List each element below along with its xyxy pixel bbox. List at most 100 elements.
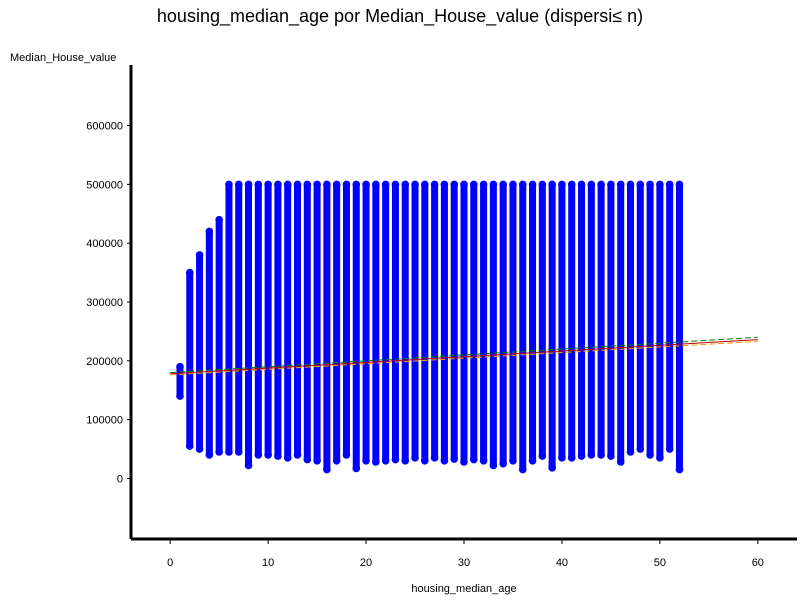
data-point xyxy=(274,180,282,189)
data-point xyxy=(656,454,664,462)
x-tick-label: 50 xyxy=(654,557,666,569)
data-point xyxy=(489,461,498,470)
data-point xyxy=(616,458,625,466)
data-point xyxy=(303,455,312,464)
data-point xyxy=(430,180,439,189)
data-point xyxy=(626,180,635,189)
data-point xyxy=(489,180,498,189)
data-point xyxy=(567,454,576,462)
data-point xyxy=(430,454,439,462)
data-point xyxy=(675,180,684,189)
data-point xyxy=(176,392,184,400)
x-tick-label: 40 xyxy=(556,557,568,569)
data-point xyxy=(548,180,556,189)
data-point xyxy=(499,459,507,468)
data-point xyxy=(548,464,556,472)
data-point xyxy=(577,452,586,460)
data-point xyxy=(332,180,341,189)
data-point xyxy=(225,180,233,189)
data-point xyxy=(195,251,204,259)
data-point xyxy=(636,180,645,189)
x-tick-label: 60 xyxy=(752,557,764,569)
data-point xyxy=(185,268,194,277)
data-point xyxy=(362,456,370,465)
y-tick-label: 100000 xyxy=(86,415,123,427)
data-point xyxy=(205,227,214,236)
fit-lines-layer xyxy=(170,336,758,376)
data-point xyxy=(587,451,596,459)
data-point xyxy=(646,451,654,459)
y-tick-label: 600000 xyxy=(86,121,123,133)
data-point xyxy=(440,456,449,465)
data-point xyxy=(440,180,449,189)
data-point xyxy=(450,455,459,463)
data-point xyxy=(460,180,468,189)
data-point xyxy=(616,180,625,189)
data-point xyxy=(313,180,321,189)
trend-line xyxy=(170,336,758,374)
data-point xyxy=(205,451,214,459)
data-point xyxy=(479,180,488,189)
data-point xyxy=(538,180,547,189)
data-point xyxy=(313,456,321,465)
data-point xyxy=(372,180,380,189)
data-point xyxy=(587,180,596,189)
data-point xyxy=(665,445,674,453)
y-tick-label: 400000 xyxy=(86,238,123,250)
data-point xyxy=(607,452,615,460)
data-point xyxy=(469,455,478,464)
data-point xyxy=(646,180,654,189)
x-tick-label: 0 xyxy=(167,557,173,569)
data-point xyxy=(332,456,341,465)
data-point xyxy=(421,456,429,465)
chart-title: housing_median_age por Median_House_valu… xyxy=(156,6,644,26)
data-point xyxy=(215,215,223,224)
data-point xyxy=(558,180,566,189)
data-point xyxy=(411,180,419,189)
data-point xyxy=(391,455,400,464)
data-point xyxy=(323,465,331,474)
data-point xyxy=(509,180,517,189)
y-tick-label: 500000 xyxy=(86,179,123,191)
data-point xyxy=(597,451,605,459)
data-point xyxy=(234,180,243,189)
ticks-layer: 0 10 20 30 40 50 60 0 100000 200000 300000 400000 50… xyxy=(86,121,764,569)
data-point xyxy=(509,456,517,465)
data-point xyxy=(244,461,253,470)
data-point xyxy=(626,448,635,456)
points-layer xyxy=(176,180,684,474)
x-tick-label: 30 xyxy=(458,557,470,569)
x-tick-label: 20 xyxy=(360,557,372,569)
data-point xyxy=(381,456,390,465)
x-axis-label: housing_median_age xyxy=(411,583,516,595)
data-point xyxy=(303,180,312,189)
x-tick-label: 10 xyxy=(262,557,274,569)
data-point xyxy=(283,180,292,189)
y-tick-label: 200000 xyxy=(86,356,123,368)
data-point xyxy=(675,465,684,474)
data-point xyxy=(352,464,361,473)
data-point xyxy=(342,180,351,189)
data-point xyxy=(450,180,459,189)
data-point xyxy=(558,454,566,462)
y-tick-label: 300000 xyxy=(86,297,123,309)
data-point xyxy=(499,180,507,189)
data-point xyxy=(411,454,419,462)
data-point xyxy=(215,448,223,456)
data-point xyxy=(234,448,243,456)
trend-line xyxy=(170,340,758,376)
data-point xyxy=(176,362,184,371)
data-point xyxy=(567,180,576,189)
data-point xyxy=(372,458,380,466)
data-point xyxy=(401,180,410,189)
data-point xyxy=(195,445,204,453)
data-point xyxy=(293,180,302,189)
data-point xyxy=(656,180,664,189)
data-point xyxy=(518,465,527,474)
data-point xyxy=(665,180,674,189)
data-point xyxy=(460,458,468,466)
data-point xyxy=(381,180,390,189)
data-point xyxy=(323,180,331,189)
data-point xyxy=(283,454,292,462)
